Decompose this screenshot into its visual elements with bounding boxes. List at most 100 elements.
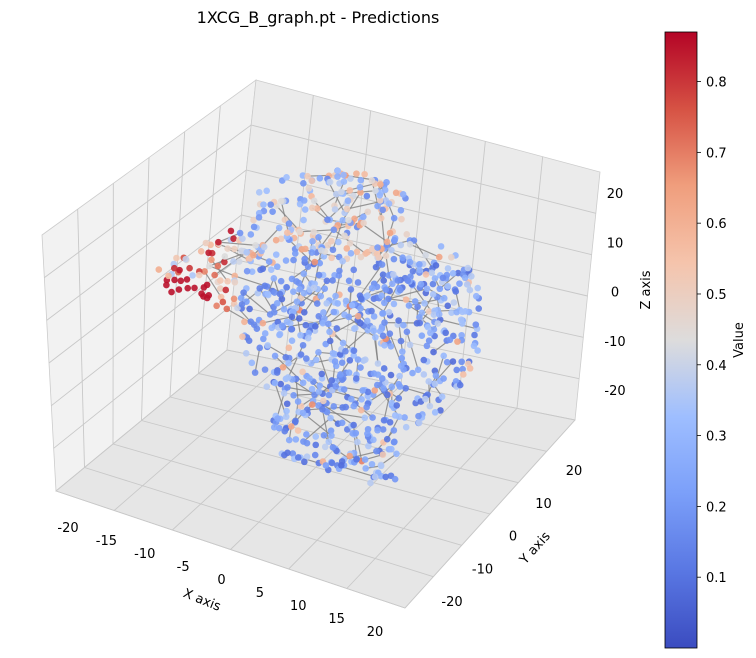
z-axis-ticks: -20 -10 0 10 20 xyxy=(604,187,625,399)
graph-node xyxy=(328,459,336,467)
graph-node xyxy=(328,254,335,262)
graph-node xyxy=(259,265,267,273)
graph-node xyxy=(329,246,337,254)
graph-node xyxy=(444,302,452,310)
graph-node xyxy=(338,462,345,469)
graph-node xyxy=(312,441,320,449)
graph-edge xyxy=(243,292,271,315)
graph-node xyxy=(435,310,443,318)
graph-node xyxy=(312,323,319,330)
graph-node xyxy=(301,309,308,316)
graph-node xyxy=(390,271,397,278)
graph-node xyxy=(294,398,302,405)
graph-node xyxy=(301,255,308,263)
graph-node xyxy=(329,277,336,284)
graph-node xyxy=(434,320,442,327)
graph-edge xyxy=(214,251,248,276)
graph-node xyxy=(450,299,458,306)
graph-node xyxy=(211,271,218,279)
graph-node xyxy=(357,253,365,261)
graph-node xyxy=(318,370,326,378)
graph-node xyxy=(398,215,405,223)
graph-node xyxy=(283,407,290,415)
graph-node xyxy=(208,256,215,264)
graph-node xyxy=(155,266,163,273)
graph-node xyxy=(464,264,472,272)
graph-node xyxy=(363,403,370,411)
graph-edge xyxy=(254,347,261,373)
graph-node xyxy=(347,286,355,293)
graph-node xyxy=(324,216,331,223)
graph-node xyxy=(380,299,388,307)
graph-node xyxy=(217,293,225,301)
grid-line xyxy=(516,156,544,409)
graph-node xyxy=(350,421,357,429)
graph-node xyxy=(319,405,326,413)
graph-node xyxy=(326,337,334,345)
graph-node xyxy=(384,391,391,399)
graph-node xyxy=(458,358,465,366)
graph-node xyxy=(395,413,403,421)
graph-node xyxy=(423,285,431,293)
graph-node xyxy=(313,205,321,212)
graph-node xyxy=(171,264,178,272)
graph-node xyxy=(273,369,281,376)
graph-edge xyxy=(321,409,330,442)
graph-node xyxy=(389,280,396,288)
graph-node xyxy=(253,325,261,333)
graph-node xyxy=(278,295,286,303)
graph-node xyxy=(385,295,392,303)
graph-node xyxy=(470,342,478,350)
graph-edge xyxy=(355,433,363,462)
graph-node xyxy=(344,197,352,205)
graph-node xyxy=(364,388,372,396)
graph-node xyxy=(265,258,273,265)
grid-line xyxy=(404,419,576,609)
graph-node xyxy=(305,329,313,337)
graph-node xyxy=(429,280,437,288)
graph-node xyxy=(395,380,403,388)
graph-node xyxy=(238,301,246,308)
graph-node xyxy=(287,326,295,333)
graph-node xyxy=(284,449,291,457)
graph-node xyxy=(311,451,319,459)
graph-node xyxy=(332,190,340,198)
graph-node xyxy=(259,319,267,327)
graph-node xyxy=(354,438,361,446)
graph-node xyxy=(284,229,291,237)
graph-node xyxy=(243,248,251,256)
graph-node xyxy=(235,258,243,265)
graph-node xyxy=(380,417,388,424)
graph-node xyxy=(300,270,308,278)
graph-node xyxy=(364,430,371,438)
graph-node xyxy=(423,342,431,350)
x-tick-label: -20 xyxy=(57,521,78,536)
x-tick-label: 20 xyxy=(367,625,384,640)
graph-node xyxy=(370,313,378,320)
graph-edge xyxy=(406,331,419,370)
y-tick-label: 20 xyxy=(566,464,583,479)
graph-edge xyxy=(346,200,381,210)
colorbar-tick-label: 0.5 xyxy=(706,288,727,303)
graph-node xyxy=(430,311,438,318)
graph-node xyxy=(466,286,474,294)
graph-node xyxy=(397,207,405,214)
graph-edge xyxy=(253,227,280,256)
graph-node xyxy=(430,348,437,356)
graph-node xyxy=(319,319,327,327)
graph-node xyxy=(264,290,272,298)
graph-node xyxy=(297,351,305,358)
graph-node xyxy=(475,305,483,312)
graph-node xyxy=(272,236,280,244)
graph-node xyxy=(350,266,358,274)
graph-node xyxy=(426,402,434,410)
graph-node xyxy=(406,258,414,266)
graph-node xyxy=(315,349,322,356)
graph-node xyxy=(440,294,448,302)
graph-node xyxy=(270,275,278,282)
graph-node xyxy=(439,274,447,282)
graph-node xyxy=(380,277,388,284)
graph-node xyxy=(316,382,324,389)
graph-node xyxy=(380,385,387,392)
graph-node xyxy=(424,323,432,331)
